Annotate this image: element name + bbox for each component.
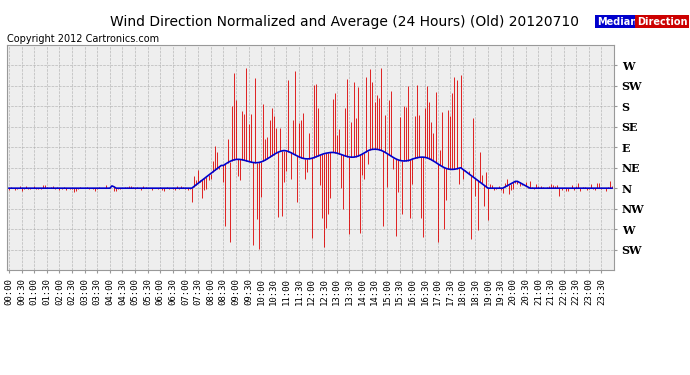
Text: Wind Direction Normalized and Average (24 Hours) (Old) 20120710: Wind Direction Normalized and Average (2… [110,15,580,29]
Text: Direction: Direction [637,17,687,27]
Text: Copyright 2012 Cartronics.com: Copyright 2012 Cartronics.com [7,34,159,44]
Text: Median: Median [597,17,637,27]
